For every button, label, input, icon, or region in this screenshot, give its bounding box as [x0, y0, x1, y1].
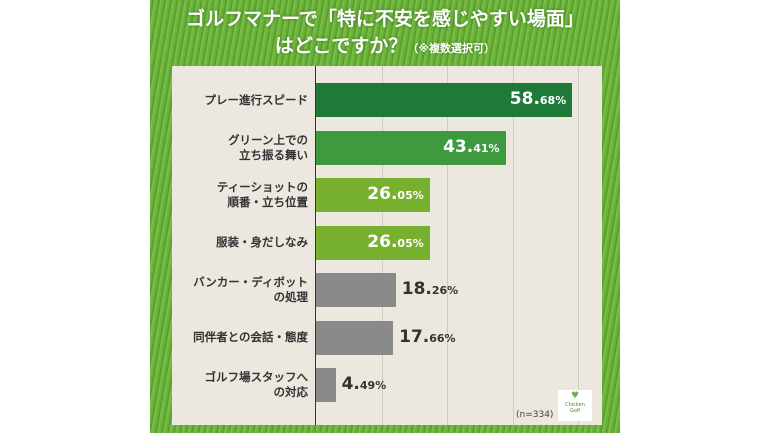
value-label: 26.05% — [367, 184, 424, 204]
value-label: 4.49% — [341, 374, 387, 394]
category-label: ティーショットの 順番・立ち位置 — [216, 180, 308, 209]
gridline — [512, 66, 514, 425]
chart-title: ゴルフマナーで「特に不安を感じやすい場面」 はどこですか？（※複数選択可） — [150, 6, 620, 62]
gridline — [447, 66, 448, 425]
value-label: 17.66% — [399, 326, 456, 347]
category-label: 同伴者との会話・態度 — [193, 330, 308, 344]
chart-subtitle: （※複数選択可） — [407, 42, 496, 55]
value-label: 18.26% — [401, 279, 459, 299]
gridline — [578, 66, 579, 425]
category-label: グリーン上での 立ち振る舞い — [228, 132, 308, 162]
bar — [316, 368, 336, 402]
chicken-golf-logo: ♥ Chicken Golf — [558, 390, 592, 421]
bar — [316, 83, 573, 117]
value-label: 58.68% — [509, 89, 567, 109]
bar — [316, 225, 430, 260]
value-label: 26.05% — [367, 231, 424, 252]
y-axis-line — [315, 66, 316, 425]
heart-icon: ♥ — [570, 391, 580, 401]
bar — [316, 130, 506, 165]
value-label: 43.41% — [443, 136, 500, 157]
category-label: バンカー・ディボット の処理 — [193, 275, 308, 304]
category-label: ゴルフ場スタッフへ の対応 — [204, 370, 309, 399]
bar — [316, 178, 430, 212]
title-line-2: はどこですか？（※複数選択可） — [274, 35, 496, 57]
bar — [316, 320, 394, 355]
category-label: 服装・身だしなみ — [216, 235, 308, 249]
sample-size-note: (n=334) — [516, 410, 554, 420]
title-line-1: ゴルフマナーで「特に不安を感じやすい場面」 — [186, 8, 584, 30]
category-label: プレー進行スピード — [204, 92, 309, 107]
bar — [316, 273, 396, 307]
